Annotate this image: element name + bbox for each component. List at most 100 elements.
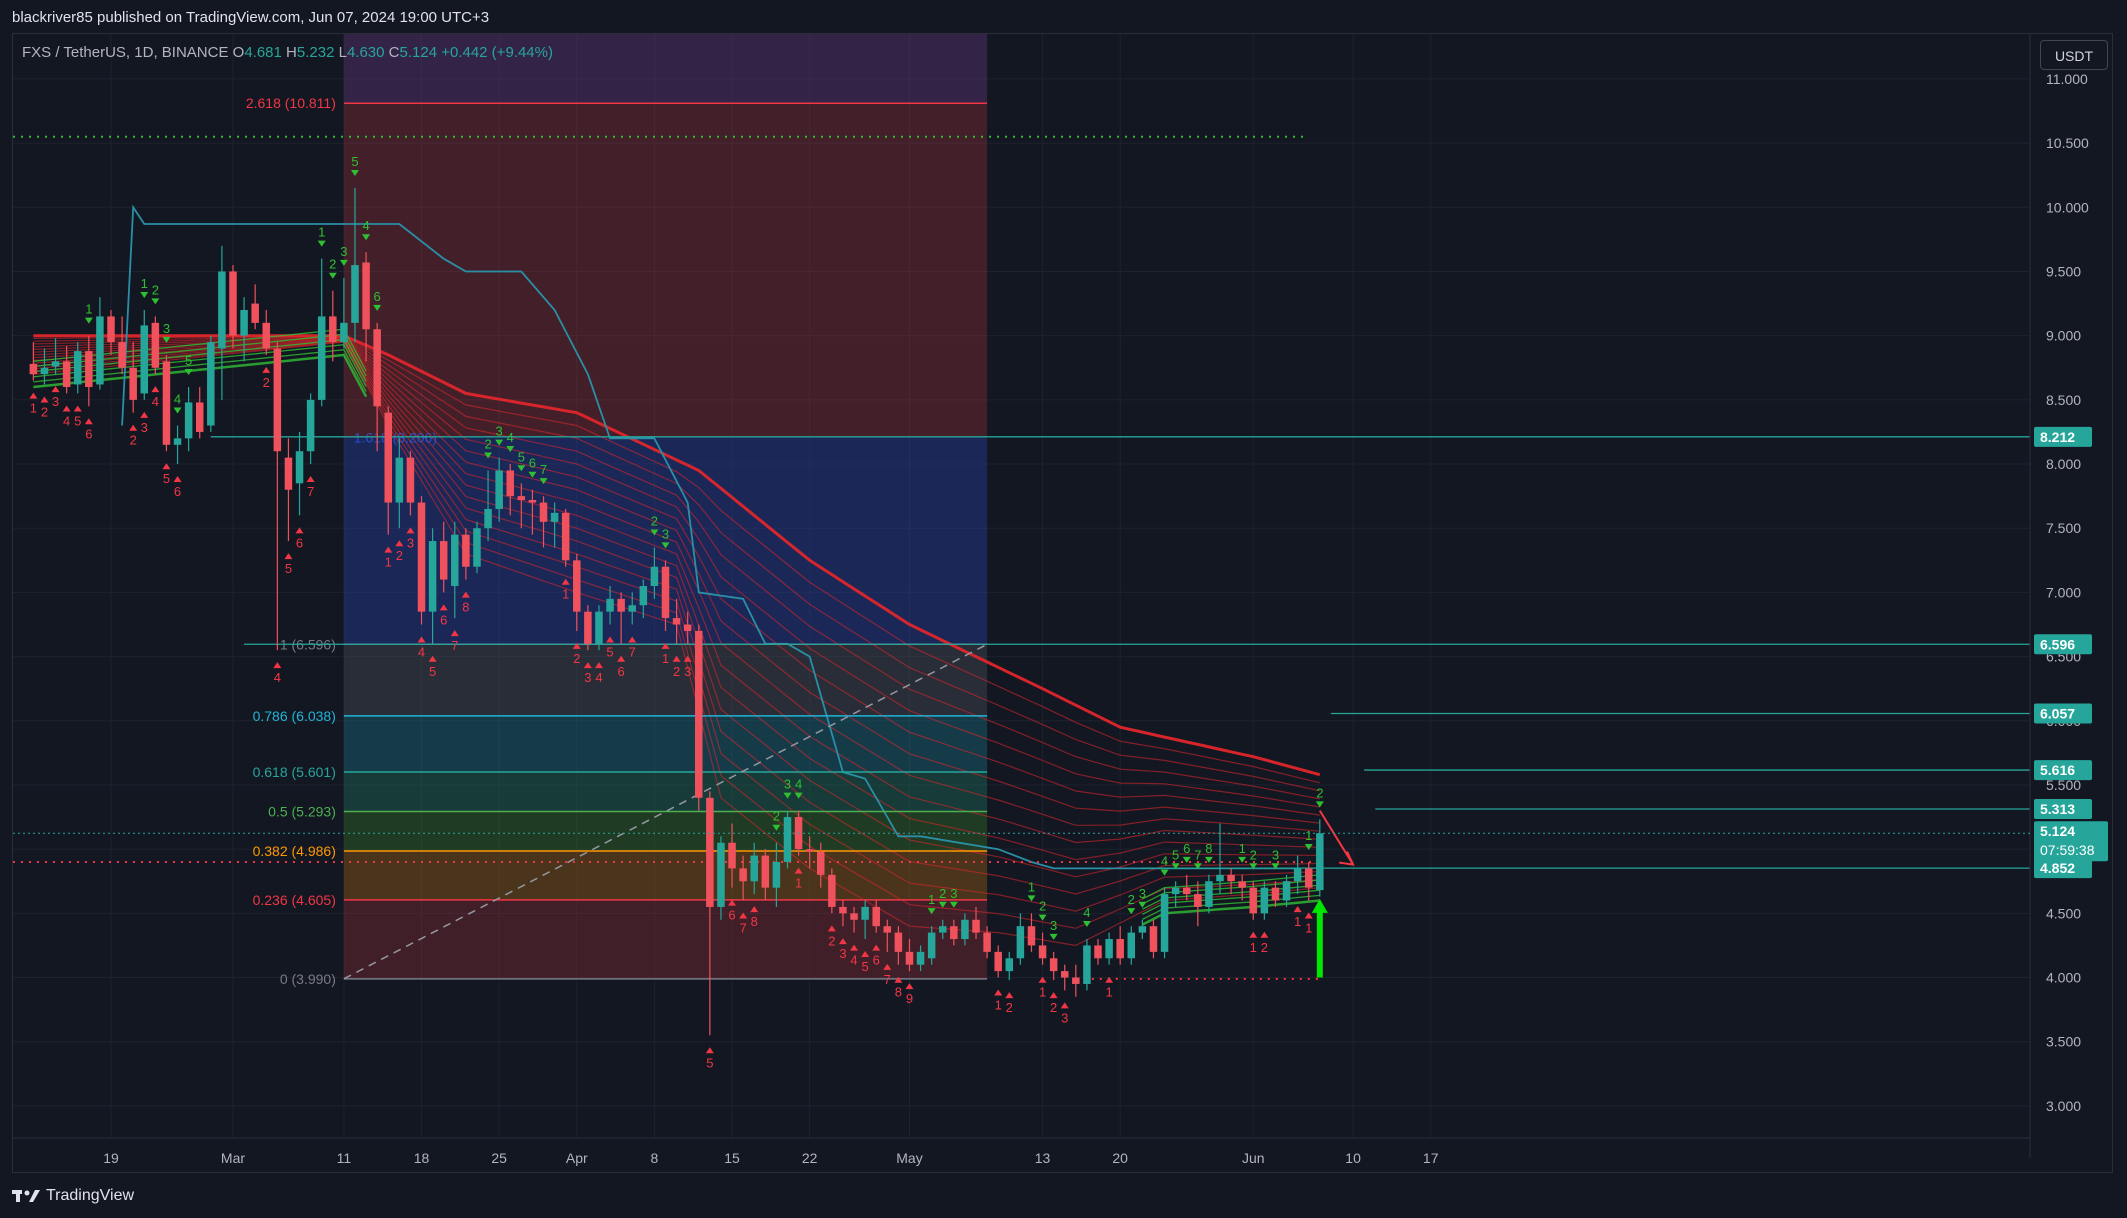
candle-body [151, 322, 160, 368]
tradingview-logo[interactable]: TradingView [12, 1187, 134, 1205]
td-count-label: 6 [174, 484, 181, 499]
ribbon-line [33, 334, 1321, 777]
td-count-label: 8 [462, 600, 469, 615]
td-count-label: 3 [1272, 847, 1279, 862]
td-up-arrow [872, 944, 881, 951]
candle-body [772, 862, 781, 888]
td-up-arrow [705, 1047, 714, 1054]
td-up-arrow [395, 540, 404, 547]
time-axis[interactable]: 19 Mar 11 18 25 Apr 8 15 22 May 13 20 Jun 10 17 [13, 1137, 2030, 1166]
td-count-label: 4 [63, 413, 70, 428]
last-price-countdown: 07:59:38 [2040, 842, 2095, 858]
td-down-arrow [772, 824, 781, 831]
price-tick-label: 8.500 [2046, 392, 2081, 408]
price-tick-label: 3.000 [2046, 1098, 2081, 1114]
ribbon-green-line [1141, 899, 1320, 926]
td-up-arrow [661, 642, 670, 649]
td-count-label: 7 [1194, 847, 1201, 862]
td-up-arrow [1105, 976, 1114, 983]
td-count-label: 4 [152, 394, 159, 409]
publish-info: blackriver85 published on TradingView.co… [12, 9, 490, 26]
time-tick-label: 25 [491, 1150, 507, 1166]
td-up-arrow [140, 411, 149, 418]
td-count-label: 3 [839, 946, 846, 961]
fib-level-label: 0 (3.990) [280, 971, 336, 987]
candle-body [340, 322, 348, 343]
td-down-arrow [1238, 856, 1247, 863]
td-down-arrow [373, 304, 382, 311]
footer-bar: TradingView [0, 1178, 2127, 1218]
td-up-arrow [994, 989, 1003, 996]
ribbon-line [33, 339, 1320, 861]
price-tick-label: 11.000 [2046, 71, 2088, 87]
candle-body [872, 906, 880, 927]
candle-body [85, 351, 93, 388]
td-count-label: 1 [662, 651, 669, 666]
price-axis[interactable]: 11.000 10.500 10.000 9.500 9.000 8.500 8.000 7.… [13, 34, 2108, 1158]
candle-body [894, 932, 903, 952]
td-count-label: 6 [296, 535, 303, 550]
td-count-label: 8 [1205, 841, 1212, 856]
candle-body [140, 325, 149, 394]
td-up-arrow [450, 630, 459, 637]
td-count-label: 2 [1316, 785, 1323, 800]
time-tick-label: 17 [1423, 1150, 1439, 1166]
td-down-arrow [173, 407, 182, 414]
candle-body [584, 611, 592, 644]
candle-body [828, 874, 836, 907]
td-down-arrow [328, 272, 337, 279]
td-count-label: 2 [651, 513, 658, 528]
candle-body [573, 560, 581, 612]
td-count-label: 3 [340, 244, 347, 259]
td-count-label: 2 [1039, 899, 1046, 914]
candle-body [1304, 868, 1313, 888]
candle-body [672, 618, 681, 625]
td-down-arrow [1193, 863, 1202, 870]
td-up-arrow [262, 366, 271, 373]
chart-frame[interactable] [12, 33, 2113, 1173]
td-up-arrow [173, 476, 182, 483]
price-level-badge-label: 8.212 [2040, 429, 2075, 445]
price-level-badge-label: 4.852 [2040, 860, 2075, 876]
candle-body [983, 932, 991, 952]
candle-body [384, 412, 392, 503]
candle-body [706, 797, 714, 907]
td-down-arrow [783, 792, 792, 799]
candle-body [240, 310, 248, 336]
currency-unit-button[interactable]: USDT [2040, 40, 2108, 70]
candle-body [528, 499, 537, 503]
td-down-arrow [1038, 914, 1047, 921]
candle-body [1216, 874, 1224, 882]
candle-body [1027, 926, 1036, 946]
td-up-arrow [129, 424, 138, 431]
candle-body [1049, 958, 1058, 972]
candle-body [761, 855, 770, 888]
candle-body [683, 624, 692, 631]
candle-body [783, 817, 792, 862]
candle-body [950, 926, 958, 940]
td-up-arrow [284, 553, 293, 560]
td-count-label: 7 [540, 462, 547, 477]
td-down-arrow [1160, 869, 1169, 876]
td-down-arrow [1027, 895, 1036, 902]
fib-trend-line [343, 643, 988, 980]
td-count-label: 3 [584, 670, 591, 685]
td-count-label: 5 [706, 1055, 713, 1070]
td-up-arrow [794, 867, 803, 874]
td-up-arrow [1304, 912, 1313, 919]
change-value: +0.442 (+9.44%) [441, 44, 553, 61]
td-count-label: 1 [30, 401, 37, 416]
fib-zone [343, 715, 988, 773]
candle-body [1116, 939, 1124, 959]
td-down-arrow [495, 439, 504, 446]
td-up-arrow [384, 546, 393, 553]
price-tick-label: 3.500 [2046, 1034, 2081, 1050]
td-down-arrow [1315, 801, 1324, 808]
symbol-legend[interactable]: FXS / TetherUS, 1D, BINANCE O4.681 H5.23… [22, 44, 553, 61]
candle-body [617, 598, 625, 612]
price-level-badge [2034, 760, 2092, 781]
publish-bar: blackriver85 published on TradingView.co… [0, 0, 2127, 36]
td-count-label: 2 [396, 548, 403, 563]
time-tick-label: Mar [221, 1150, 245, 1166]
